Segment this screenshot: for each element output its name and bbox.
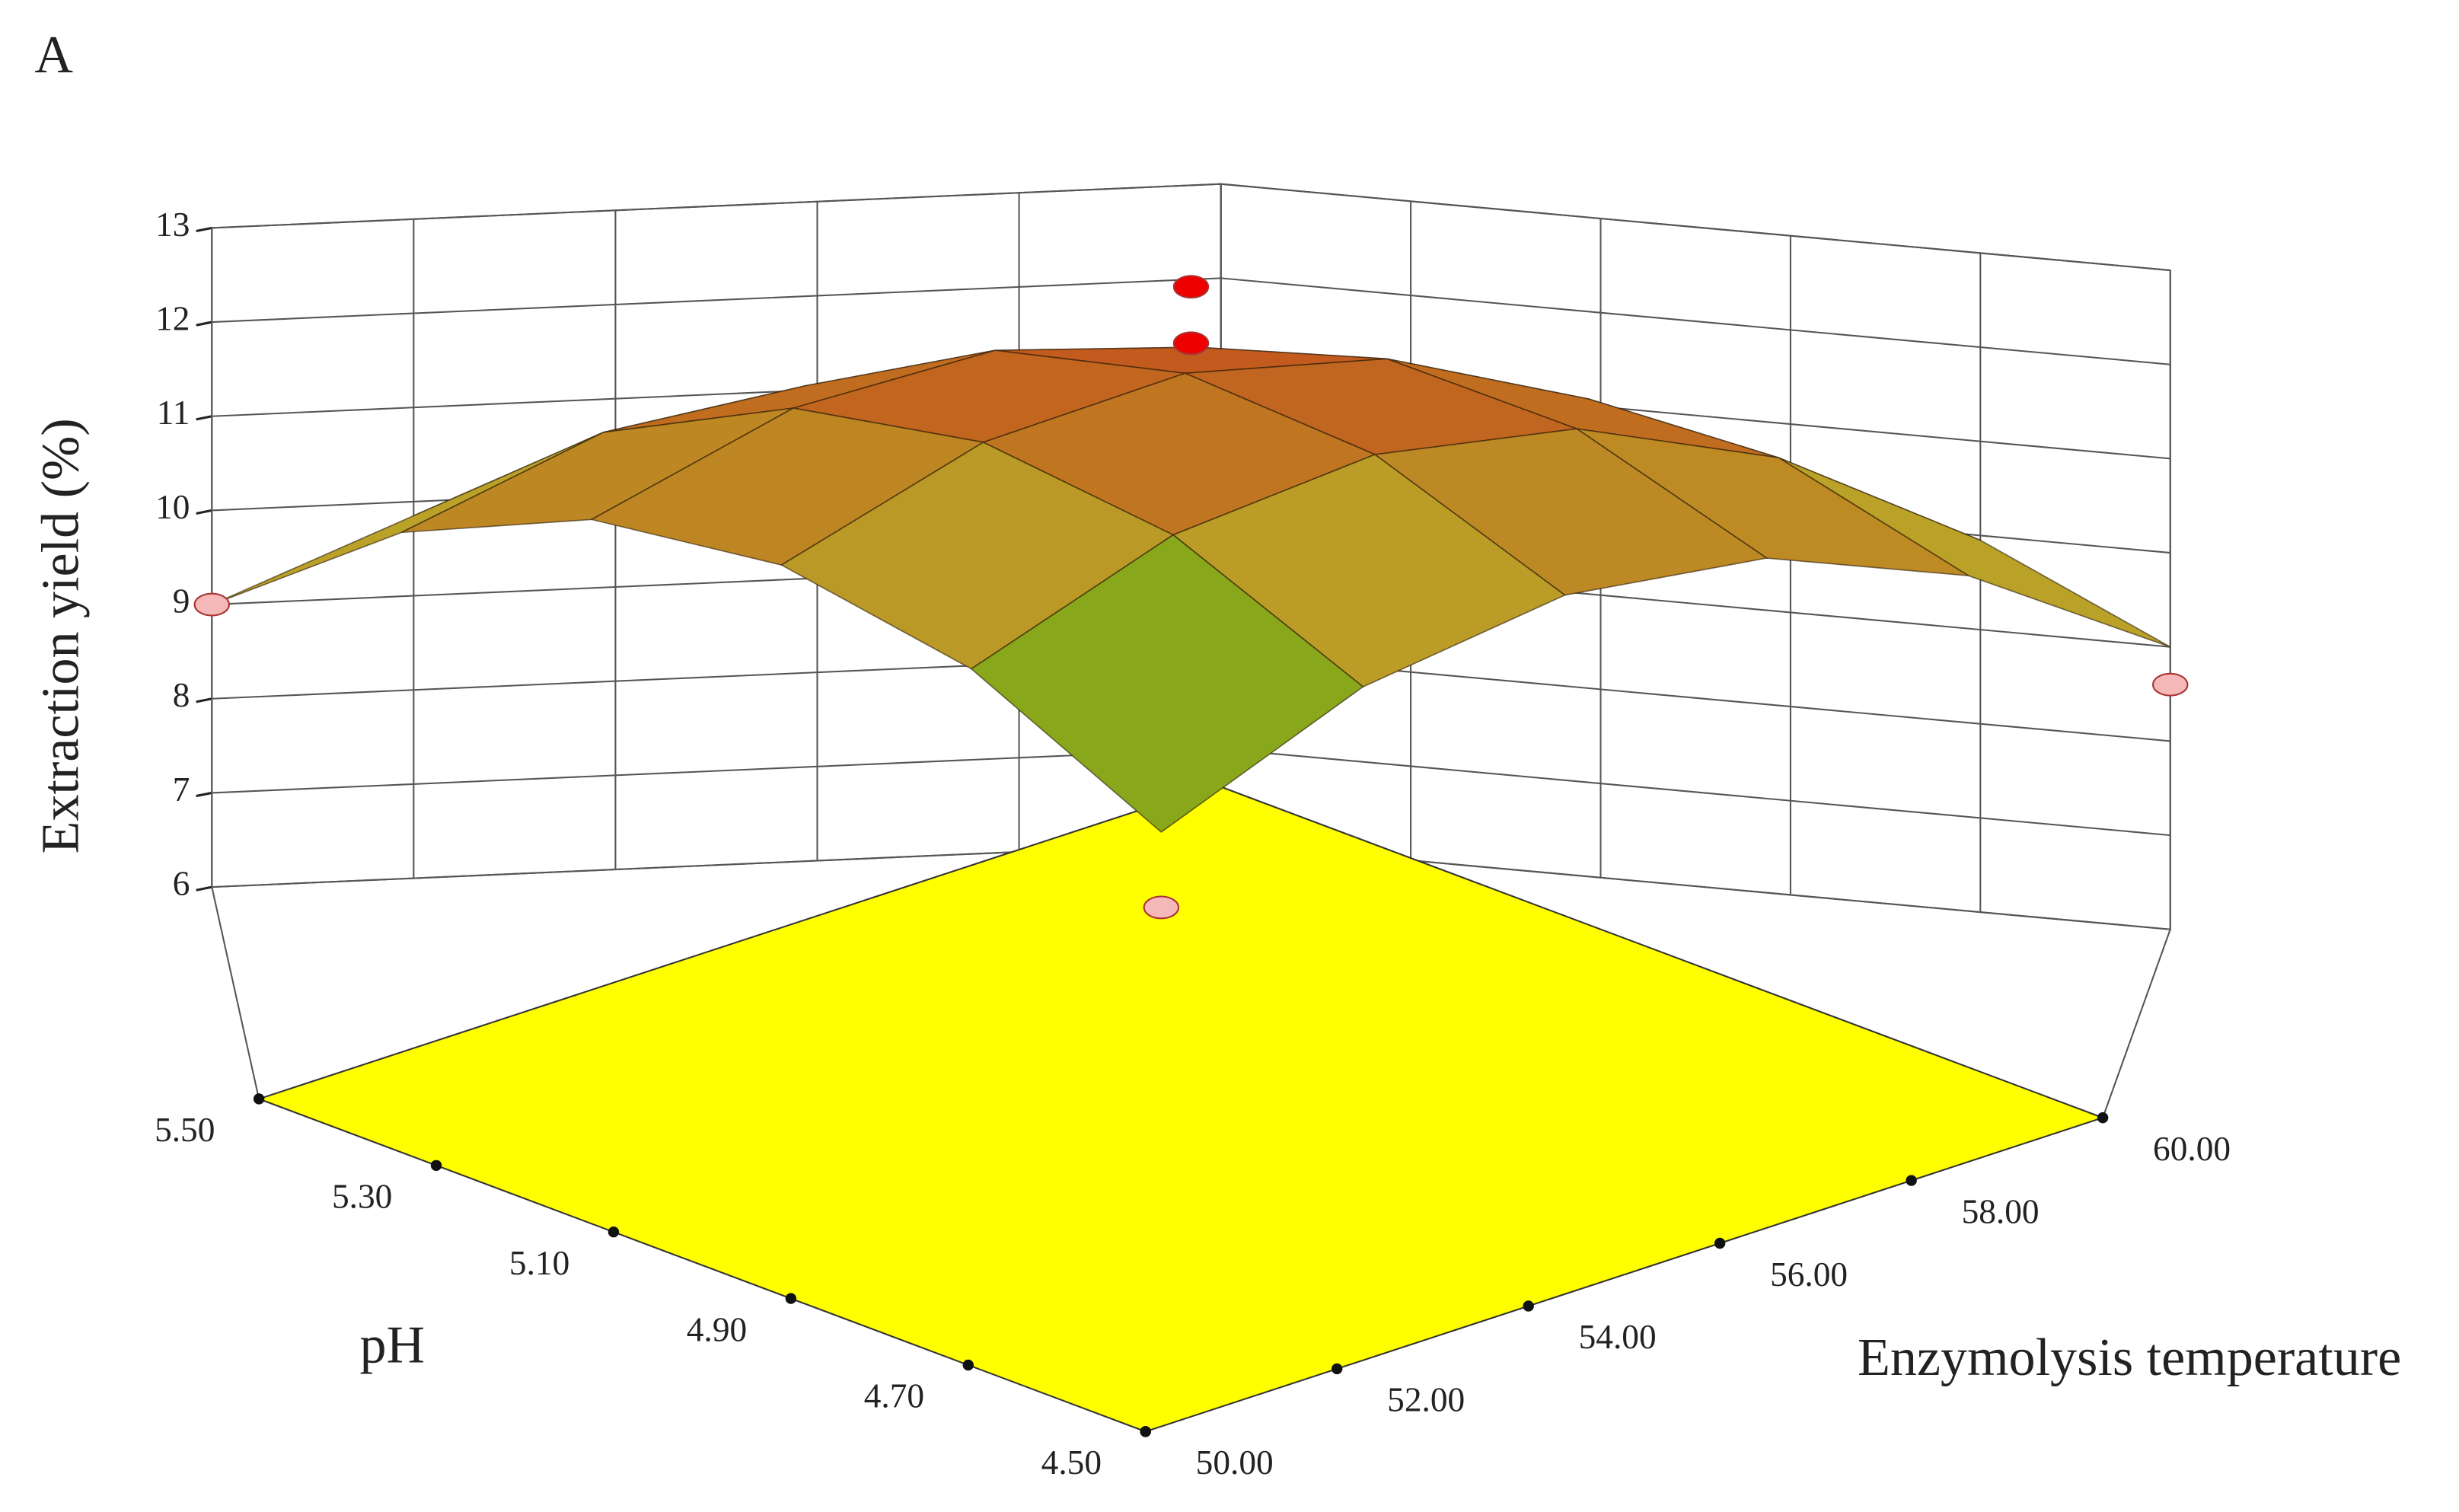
y-tick-mark xyxy=(430,1160,442,1171)
y-tick-mark xyxy=(253,1093,265,1105)
x-axis-label: Enzymolysis temperature xyxy=(1858,1329,2401,1387)
y-tick-label: 4.90 xyxy=(687,1310,747,1348)
x-tick-label: 52.00 xyxy=(1387,1381,1465,1419)
design-point xyxy=(1143,895,1180,920)
z-tick-label: 7 xyxy=(173,770,190,809)
x-tick-label: 58.00 xyxy=(1962,1192,2040,1230)
x-tick-mark xyxy=(2097,1112,2109,1124)
x-tick-label: 60.00 xyxy=(2153,1130,2231,1168)
grid-line xyxy=(212,183,2170,272)
y-tick-label: 5.10 xyxy=(509,1244,569,1282)
x-tick-label: 56.00 xyxy=(1770,1255,1848,1293)
z-tick-mark xyxy=(196,697,212,703)
y-tick-mark xyxy=(785,1293,797,1304)
x-tick-mark xyxy=(1331,1363,1343,1375)
x-tick-mark xyxy=(1906,1175,1917,1186)
x-tick-mark xyxy=(1523,1300,1534,1312)
y-tick-label: 4.70 xyxy=(864,1377,924,1415)
z-tick-mark xyxy=(196,226,212,233)
z-tick-label: 11 xyxy=(157,394,190,432)
y-tick-mark xyxy=(608,1226,620,1238)
x-tick-label: 50.00 xyxy=(1196,1443,1274,1482)
design-point xyxy=(1172,275,1210,299)
y-tick-label: 5.50 xyxy=(155,1111,215,1149)
z-tick-label: 9 xyxy=(173,582,190,620)
z-tick-mark xyxy=(196,885,212,892)
design-point xyxy=(1172,331,1210,356)
surface xyxy=(211,346,2171,834)
x-tick-label: 54.00 xyxy=(1579,1318,1657,1356)
design-point xyxy=(2152,672,2189,697)
box-edge xyxy=(211,886,260,1099)
z-tick-mark xyxy=(196,321,212,327)
panel-label: A xyxy=(34,26,73,85)
z-tick-mark xyxy=(196,415,212,421)
design-points xyxy=(193,275,2189,920)
z-tick-label: 8 xyxy=(173,676,190,714)
z-tick-label: 12 xyxy=(155,299,190,337)
z-tick-label: 6 xyxy=(173,865,190,903)
x-tick-mark xyxy=(1714,1237,1726,1249)
z-tick-label: 10 xyxy=(155,488,190,526)
y-tick-mark xyxy=(1140,1426,1151,1437)
z-tick-label: 13 xyxy=(155,206,190,244)
contour-floor xyxy=(257,784,2106,1433)
surface-cell xyxy=(970,534,1364,834)
floor: 50.00 52.00 54.00 56.00 58.00 60.00 4.50 4.70 4.… xyxy=(155,784,2231,1482)
y-tick-label: 5.30 xyxy=(332,1178,392,1216)
box-edge xyxy=(2102,929,2171,1118)
y-axis-label: pH xyxy=(359,1316,425,1374)
z-tick-mark xyxy=(196,791,212,798)
z-axis-label: Extraction yield (%) xyxy=(32,418,91,853)
y-tick-label: 4.50 xyxy=(1041,1443,1102,1482)
z-tick-mark xyxy=(196,509,212,515)
y-tick-mark xyxy=(962,1359,974,1371)
design-point xyxy=(193,592,230,617)
